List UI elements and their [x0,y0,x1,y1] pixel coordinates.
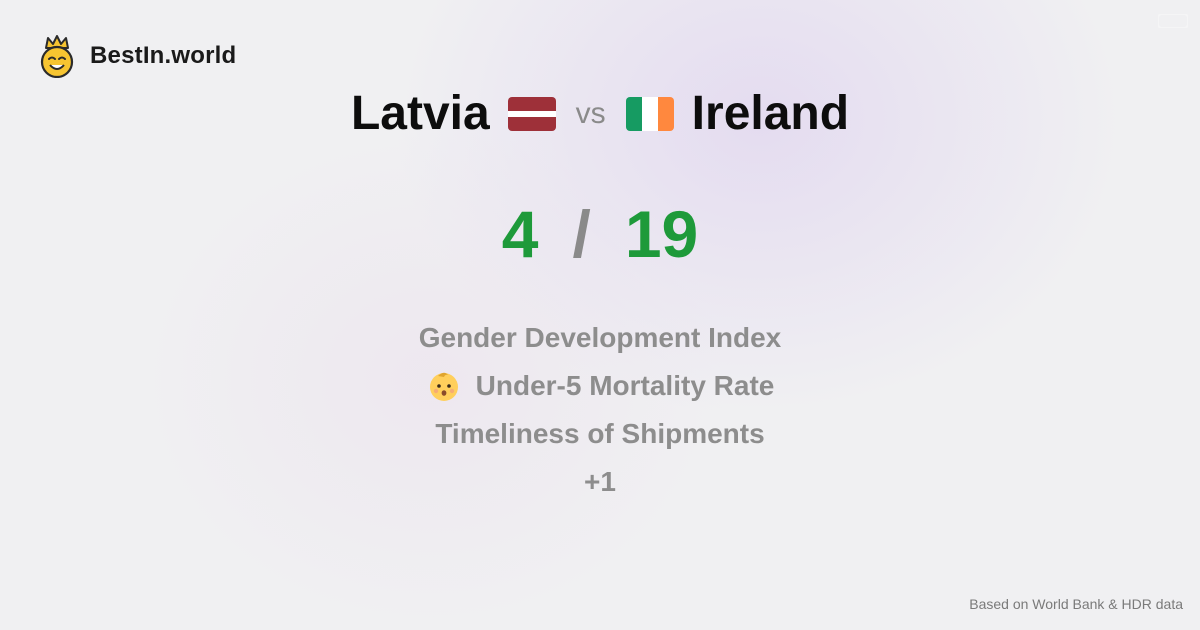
data-source-note: Based on World Bank & HDR data [969,596,1183,612]
vs-label: vs [575,96,606,130]
left-score: 4 [501,197,539,271]
score-separator: / [572,197,591,271]
score-summary: 4 / 19 [0,196,1200,272]
metric-item: Gender Development Index [419,314,782,362]
smiling-crown-face-icon [40,35,74,78]
latvia-flag-icon [507,96,556,131]
left-country-name: Latvia [350,87,490,140]
metrics-list: Gender Development Index Under-5 Mortali… [0,314,1200,506]
brand-name: BestIn.world [90,42,237,69]
metric-label: Under-5 Mortality Rate [475,370,775,401]
metric-more-count: +1 [584,458,616,506]
corner-decoration-icon [1158,14,1188,28]
metric-label: Gender Development Index [418,322,782,353]
brand[interactable]: BestIn.world [38,34,236,78]
right-country-name: Ireland [691,87,850,140]
metric-item: Under-5 Mortality Rate [426,362,775,410]
comparison-title: Latvia vs Ireland [0,86,1200,141]
metric-label: +1 [584,466,616,497]
ireland-flag-icon [625,96,674,131]
metric-label: Timeliness of Shipments [435,418,765,449]
right-score: 19 [624,197,699,271]
baby-face-icon [429,372,458,401]
metric-item: Timeliness of Shipments [435,410,764,458]
